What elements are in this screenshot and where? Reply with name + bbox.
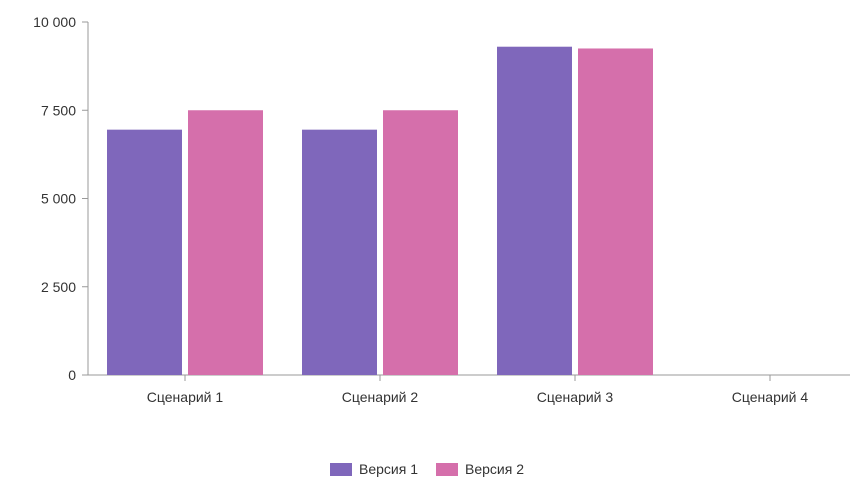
bar-series-2-cat-1[interactable] xyxy=(188,110,263,375)
legend-item-series-1[interactable]: Версия 1 xyxy=(330,461,418,477)
legend: Версия 1 Версия 2 xyxy=(0,461,854,477)
y-tick-label: 2 500 xyxy=(41,279,76,295)
bar-series-2-cat-3[interactable] xyxy=(578,48,653,375)
bar-series-1-cat-1[interactable] xyxy=(107,129,182,375)
x-tick-label: Сценарий 4 xyxy=(732,389,809,405)
bar-series-1-cat-3[interactable] xyxy=(497,46,572,376)
legend-label-series-2: Версия 2 xyxy=(465,461,524,477)
x-axis: Сценарий 1 Сценарий 2 Сценарий 3 Сценарий 4 xyxy=(88,374,850,405)
legend-item-series-2[interactable]: Версия 2 xyxy=(436,461,524,477)
bar-series-2-cat-2[interactable] xyxy=(383,110,458,375)
y-tick-label: 5 000 xyxy=(41,191,76,207)
y-tick-label: 10 000 xyxy=(33,14,76,30)
bar-series-1-cat-2[interactable] xyxy=(302,129,377,375)
legend-swatch-series-1 xyxy=(330,462,352,476)
x-tick-label: Сценарий 1 xyxy=(147,389,224,405)
y-tick-label: 7 500 xyxy=(41,102,76,118)
legend-swatch-series-2 xyxy=(436,462,458,476)
y-axis: 0 2 500 5 000 7 500 10 000 xyxy=(33,14,89,383)
x-tick-label: Сценарий 3 xyxy=(537,389,614,405)
legend-label-series-1: Версия 1 xyxy=(359,461,418,477)
y-tick-label: 0 xyxy=(68,367,76,383)
bars-group xyxy=(107,46,653,376)
x-tick-label: Сценарий 2 xyxy=(342,389,419,405)
